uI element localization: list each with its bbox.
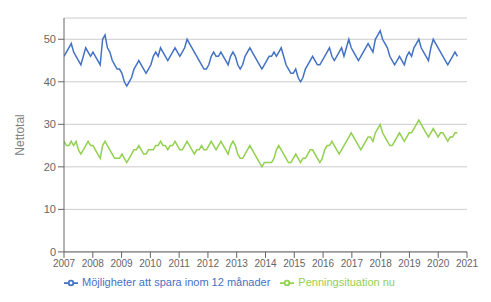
svg-text:2008: 2008 (82, 258, 105, 269)
svg-text:2016: 2016 (312, 258, 335, 269)
svg-text:2015: 2015 (283, 258, 306, 269)
html-text:Penningsituation nu: Penningsituation nu (298, 275, 395, 288)
svg-text:2011: 2011 (168, 258, 190, 269)
svg-text:2014: 2014 (254, 258, 277, 269)
svg-text:0: 0 (50, 246, 56, 258)
svg-text:2020: 2020 (427, 258, 450, 269)
svg-text:20: 20 (44, 161, 56, 173)
svg-text:2021: 2021 (456, 258, 479, 269)
svg-text:2012: 2012 (197, 258, 220, 269)
svg-text:40: 40 (44, 76, 56, 88)
svg-text:2017: 2017 (341, 258, 364, 269)
svg-text:2018: 2018 (370, 258, 393, 269)
svg-text:2007: 2007 (53, 258, 76, 269)
html-text:Möjligheter att spara inom 12: Möjligheter att spara inom 12 månader (82, 275, 271, 288)
svg-text:50: 50 (44, 33, 56, 45)
svg-text:2013: 2013 (226, 258, 249, 269)
svg-text:10: 10 (44, 203, 56, 215)
svg-text:2010: 2010 (139, 258, 162, 269)
svg-text:2019: 2019 (398, 258, 421, 269)
svg-text:30: 30 (44, 118, 56, 130)
svg-text:2009: 2009 (110, 258, 133, 269)
svg-text:Nettotal: Nettotal (13, 114, 27, 155)
